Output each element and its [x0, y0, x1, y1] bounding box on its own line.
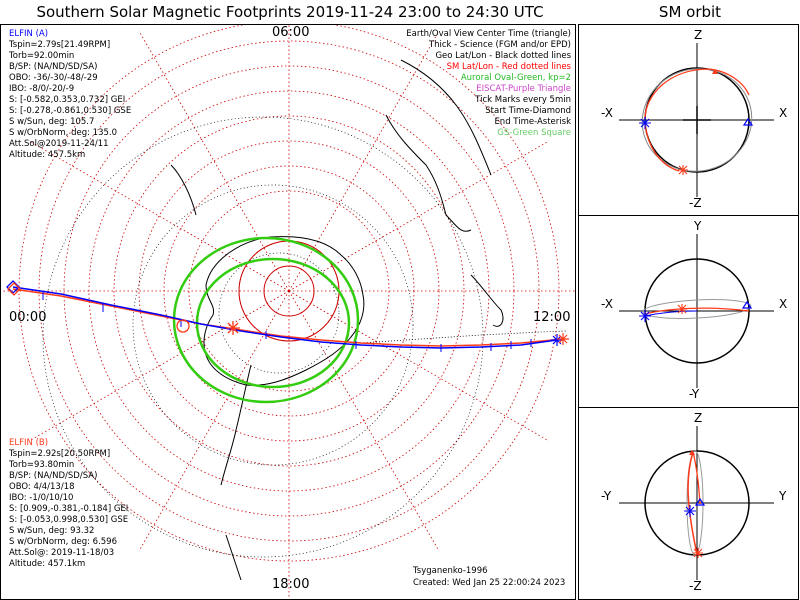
geo-ref-line	[360, 330, 567, 344]
sm-xy-label-top: Y	[694, 219, 702, 233]
legend-item: GS-Green Square	[497, 128, 571, 138]
view-center-markers	[176, 319, 240, 335]
elfin-b-line: S w/OrbNorm, deg: 6.596	[9, 537, 118, 547]
legend-item: End Time-Asterisk	[494, 117, 571, 127]
hour-label-right: 12:00	[533, 310, 571, 325]
elfin-b-line: Altitude: 457.1km	[9, 559, 86, 569]
sm-yz-label-left: -Y	[601, 489, 612, 503]
elfin-b-line: Tspin=2.92s[20.50RPM]	[9, 449, 111, 459]
legend-item: Earth/Oval View Center Time (triangle)	[406, 29, 571, 39]
sm-orbit-xz-panel: Z -Z -X X	[578, 24, 799, 216]
sm-xz-label-right: X	[779, 106, 788, 120]
elfin-a-line: Att.Sol@2019-11-24/11	[9, 139, 109, 149]
elfin-a-line: Tspin=2.79s[21.49RPM]	[9, 40, 111, 50]
sm-orbit-yz-svg	[619, 426, 774, 580]
legend-item: EISCAT-Purple Triangle	[476, 84, 571, 94]
sm-xy-label-bottom: -Y	[689, 387, 700, 401]
geo-grid	[42, 116, 484, 558]
sm-xz-label-bottom: -Z	[689, 196, 702, 210]
sm-yz-label-right: Y	[779, 489, 787, 503]
sm-xy-label-left: -X	[601, 297, 613, 311]
legend-item: Tick Marks every 5min	[475, 95, 571, 105]
footprint-map: 06:00 00:00 12:00 18:00 ELFIN (A) Tspin=…	[0, 24, 576, 600]
elfin-a-line: S w/Sun, deg: 105.7	[9, 117, 95, 127]
elfin-a-line: B/SP: (NA/ND/SD/SA)	[9, 62, 98, 72]
hour-label-top: 06:00	[272, 25, 310, 40]
orbit-track-a	[12, 286, 558, 349]
plot-title: Southern Solar Magnetic Footprints 2019-…	[36, 3, 544, 21]
hour-label-left: 00:00	[9, 310, 47, 325]
elfin-a-line: OBO: -36/-30/-48/-29	[9, 73, 98, 83]
elfin-a-line: Altitude: 457.5km	[9, 150, 86, 160]
elfin-a-line: S: [-0.582,0.353,0.732] GEI	[9, 95, 126, 105]
elfin-a-line: S w/OrbNorm, deg: 135.0	[9, 128, 118, 138]
sm-orbit-title: SM orbit	[658, 3, 722, 21]
sm-yz-label-top: Z	[694, 411, 703, 425]
orbit-ticks	[42, 292, 532, 352]
elfin-b-name: ELFIN (B)	[9, 438, 49, 448]
sm-orbit-xy-panel: Y -Y -X X	[578, 215, 799, 408]
sm-orbit-yz-panel: Z -Z -Y Y	[578, 407, 799, 600]
elfin-b-line: B/SP: (NA/ND/SD/SA)	[9, 471, 98, 481]
model-credit: Tsyganenko-1996	[413, 566, 488, 576]
elfin-b-line: S: [0.909,-0.381,-0.184] GEI	[9, 504, 129, 514]
elfin-a-line: S: [-0.278,-0.861,0.530] GSE	[9, 106, 132, 116]
created-timestamp: Created: Wed Jan 25 22:00:24 2023	[413, 578, 566, 588]
sm-xz-label-left: -X	[601, 106, 613, 120]
start-diamonds	[6, 280, 21, 296]
legend-item: Thick - Science (FGM and/or EPD)	[428, 40, 571, 50]
elfin-b-line: OBO: 4/4/13/18	[9, 482, 75, 492]
hour-label-bottom: 18:00	[272, 577, 310, 592]
elfin-b-line: IBO: -1/0/10/10	[9, 493, 74, 503]
polar-map-svg	[1, 25, 575, 599]
sm-orbit-xz-svg	[619, 43, 774, 197]
elfin-b-line: Att.Sol@: 2019-11-18/03	[9, 548, 115, 558]
elfin-b-line: S: [-0.053,0.998,0.530] GSE	[9, 515, 129, 525]
elfin-b-line: Torb=93.80min	[9, 460, 75, 470]
end-asterisks	[551, 333, 569, 346]
coastlines	[170, 59, 504, 581]
sm-xz-label-top: Z	[694, 28, 703, 42]
legend-item: SM Lat/Lon - Red dotted lines	[446, 62, 571, 72]
elfin-a-name: ELFIN (A)	[9, 29, 49, 39]
elfin-a-line: IBO: -8/0/-20/-9	[9, 84, 75, 94]
legend-item: Start Time-Diamond	[485, 106, 571, 116]
sm-xy-label-right: X	[779, 297, 788, 311]
sm-orbit-xy-svg	[619, 234, 774, 388]
orbit-track-b	[12, 288, 564, 347]
elfin-b-line: S w/Sun, deg: 93.32	[9, 526, 95, 536]
elfin-a-line: Torb=92.00min	[9, 51, 75, 61]
legend-item: Geo Lat/Lon - Black dotted lines	[435, 51, 571, 61]
sm-yz-label-bottom: -Z	[689, 579, 702, 593]
auroral-oval	[172, 236, 360, 404]
legend-item: Auroral Oval-Green, kp=2	[460, 73, 571, 83]
